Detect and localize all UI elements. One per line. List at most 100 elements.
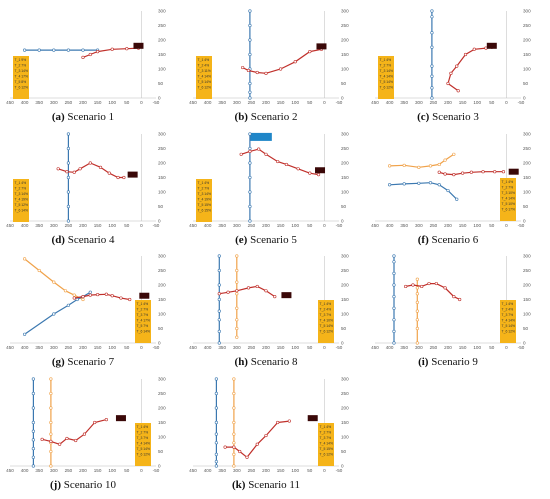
legend-entry: T_1 4% (320, 425, 332, 429)
y-tick-label: 100 (158, 67, 166, 72)
data-point (119, 296, 123, 300)
panel-caption: (j) Scenario 10 (50, 479, 116, 491)
legend-entry: T_4 14% (502, 197, 516, 201)
data-point (428, 181, 433, 185)
data-point (217, 292, 221, 296)
y-tick-label: 100 (158, 312, 166, 317)
legend-entry: T_1 4% (137, 302, 149, 306)
data-point (232, 391, 236, 396)
data-point (235, 318, 239, 322)
x-tick-label: 350 (400, 100, 408, 105)
legend-entry: T_4 14% (502, 319, 516, 323)
data-point (66, 48, 70, 52)
legend-entry: T_2 7% (137, 308, 149, 312)
data-point (226, 290, 230, 294)
data-point (248, 9, 252, 13)
x-tick-label: 450 (371, 100, 379, 105)
data-point (78, 167, 82, 171)
x-tick-label: 150 (459, 345, 467, 350)
panel-caption: (k) Scenario 11 (232, 479, 300, 491)
data-point (404, 284, 408, 289)
panel-1: 450 400 350 300 250 200 150 100 50 0 -500501001502… (6, 9, 166, 124)
legend-entry: T_4 14% (198, 75, 212, 79)
data-point (49, 464, 53, 468)
legend-entry: T_6 14% (137, 330, 151, 334)
data-point (81, 55, 85, 60)
legend-entry: T_6 12% (320, 453, 334, 457)
data-point (88, 161, 92, 165)
legend-box (135, 423, 151, 466)
data-point (245, 455, 249, 459)
x-tick-label: 450 (6, 468, 14, 473)
data-point (248, 96, 252, 100)
data-point (469, 170, 473, 174)
x-tick-label: 300 (415, 223, 423, 228)
data-point (52, 312, 56, 316)
x-tick-label: 300 (233, 468, 241, 473)
x-tick-label: 250 (430, 100, 438, 105)
x-tick-label: 300 (233, 100, 241, 105)
x-tick-label: -50 (336, 345, 343, 350)
y-tick-label: 50 (341, 449, 347, 454)
y-tick-label: 200 (341, 161, 349, 166)
data-point (308, 49, 312, 54)
y-tick-label: 250 (341, 23, 349, 28)
data-point (248, 175, 252, 180)
data-point (217, 297, 221, 302)
data-point (81, 48, 85, 52)
data-point (52, 280, 56, 284)
data-point (415, 300, 419, 305)
x-tick-label: 450 (189, 100, 197, 105)
legend-entry: T_6 15% (198, 209, 212, 213)
data-point (388, 164, 392, 168)
legend-entry: T_3 14% (198, 192, 212, 196)
data-point (284, 162, 289, 167)
data-point (232, 420, 236, 425)
data-point (217, 283, 221, 287)
y-tick-label: 300 (158, 377, 166, 382)
data-point (49, 439, 53, 443)
x-tick-label: 350 (35, 345, 43, 350)
data-point (493, 170, 497, 174)
y-tick-label: 250 (341, 391, 349, 396)
data-point (287, 419, 291, 423)
data-point (110, 47, 114, 51)
x-tick-label: 350 (218, 223, 226, 228)
vehicle-marker (115, 415, 126, 422)
y-tick-label: 100 (341, 435, 349, 440)
data-point (232, 445, 236, 449)
x-tick-label: 50 (124, 223, 130, 228)
x-tick-label: 200 (262, 345, 270, 350)
data-point (430, 31, 434, 35)
x-tick-label: 250 (65, 468, 73, 473)
x-tick-label: 50 (307, 100, 313, 105)
y-tick-label: 0 (158, 464, 161, 469)
vehicle-marker (508, 168, 519, 175)
data-point (415, 277, 419, 281)
y-tick-label: 50 (523, 81, 529, 86)
x-tick-label: 250 (248, 468, 256, 473)
data-point (49, 449, 53, 454)
legend-entry: T_1 4% (198, 181, 210, 185)
y-tick-label: 250 (523, 23, 531, 28)
legend-entry: T_1 4% (15, 181, 27, 185)
data-point (75, 297, 79, 302)
x-tick-label: 0 (140, 100, 143, 105)
data-point (235, 268, 239, 273)
y-tick-label: 300 (523, 254, 531, 259)
data-point (88, 52, 92, 57)
y-tick-label: 50 (523, 204, 529, 209)
y-tick-label: 50 (158, 81, 164, 86)
data-point (31, 406, 35, 410)
data-point (446, 188, 450, 193)
data-point (248, 52, 252, 57)
x-tick-label: 50 (307, 223, 313, 228)
x-tick-label: 300 (50, 223, 58, 228)
legend: T_1 4% T_2 4%T_3 11% T_4 14%T_5 14% T_6 12% (196, 56, 212, 99)
data-point (65, 436, 69, 441)
data-point (264, 152, 268, 156)
legend-entry: T_5 10% (502, 202, 516, 206)
x-tick-label: -50 (153, 223, 160, 228)
legend-box (500, 178, 516, 221)
data-point (430, 96, 434, 100)
